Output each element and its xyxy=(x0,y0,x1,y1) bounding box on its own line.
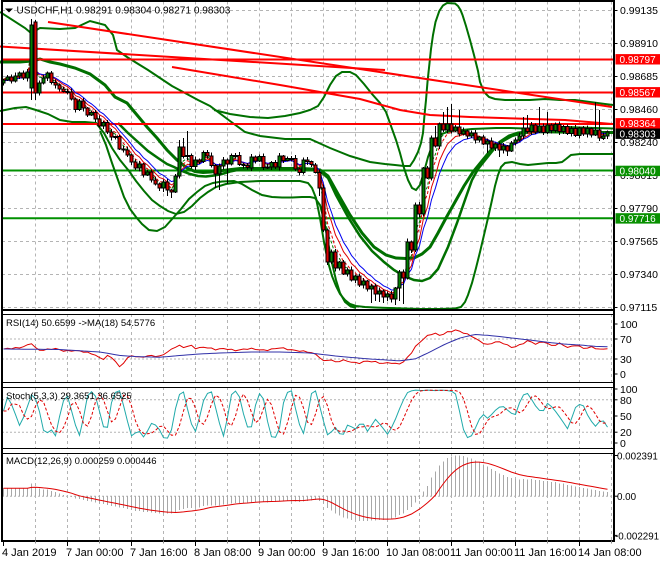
svg-text:10 Jan 08:00: 10 Jan 08:00 xyxy=(386,547,450,559)
svg-text:11 Jan 00:00: 11 Jan 00:00 xyxy=(450,547,513,559)
svg-text:0.98040: 0.98040 xyxy=(620,167,657,178)
svg-text:0.97115: 0.97115 xyxy=(620,302,657,314)
svg-text:7 Jan 16:00: 7 Jan 16:00 xyxy=(130,547,188,559)
svg-text:-0.002291: -0.002291 xyxy=(615,531,659,542)
svg-text:0.97565: 0.97565 xyxy=(620,236,658,248)
svg-text:50: 50 xyxy=(620,411,632,423)
svg-text:30: 30 xyxy=(620,354,632,366)
svg-text:0.98303: 0.98303 xyxy=(620,129,657,140)
svg-text:MACD(12,26,9) 0.000259 0.00044: MACD(12,26,9) 0.000259 0.000446 xyxy=(6,456,157,467)
svg-text:4 Jan 2019: 4 Jan 2019 xyxy=(2,547,56,559)
svg-text:100: 100 xyxy=(620,319,638,331)
svg-text:0.98910: 0.98910 xyxy=(620,38,658,50)
svg-text:8 Jan 08:00: 8 Jan 08:00 xyxy=(194,547,252,559)
svg-text:70: 70 xyxy=(620,334,632,346)
svg-text:0.98685: 0.98685 xyxy=(620,71,658,83)
svg-text:14 Jan 08:00: 14 Jan 08:00 xyxy=(578,547,642,559)
svg-text:0.97716: 0.97716 xyxy=(620,214,657,225)
svg-text:0: 0 xyxy=(620,369,626,381)
svg-text:0.98364: 0.98364 xyxy=(620,119,657,130)
svg-text:9 Jan 16:00: 9 Jan 16:00 xyxy=(322,547,380,559)
svg-text:80: 80 xyxy=(620,395,632,407)
svg-text:0.00: 0.00 xyxy=(617,492,637,503)
svg-text:9 Jan 00:00: 9 Jan 00:00 xyxy=(258,547,316,559)
svg-text:0.002391: 0.002391 xyxy=(617,452,658,463)
svg-text:0.99135: 0.99135 xyxy=(620,5,658,17)
svg-text:7 Jan 00:00: 7 Jan 00:00 xyxy=(66,547,124,559)
svg-text:0.98460: 0.98460 xyxy=(620,104,658,116)
svg-text:0.97340: 0.97340 xyxy=(620,269,658,281)
svg-text:0.98797: 0.98797 xyxy=(620,55,657,66)
svg-text:Stoch(5,3,3) 29.3651 36.6525: Stoch(5,3,3) 29.3651 36.6525 xyxy=(6,391,132,402)
svg-text:0.98567: 0.98567 xyxy=(620,88,657,99)
svg-text:RSI(14) 50.6599 ->MA(18) 54.5: RSI(14) 50.6599 ->MA(18) 54.5776 xyxy=(6,318,155,329)
svg-text:11 Jan 16:00: 11 Jan 16:00 xyxy=(514,547,577,559)
svg-text:0: 0 xyxy=(620,438,626,450)
svg-text:USDCHF,H1 0.98291 0.98304 0.9: USDCHF,H1 0.98291 0.98304 0.98271 0.9830… xyxy=(17,6,231,17)
